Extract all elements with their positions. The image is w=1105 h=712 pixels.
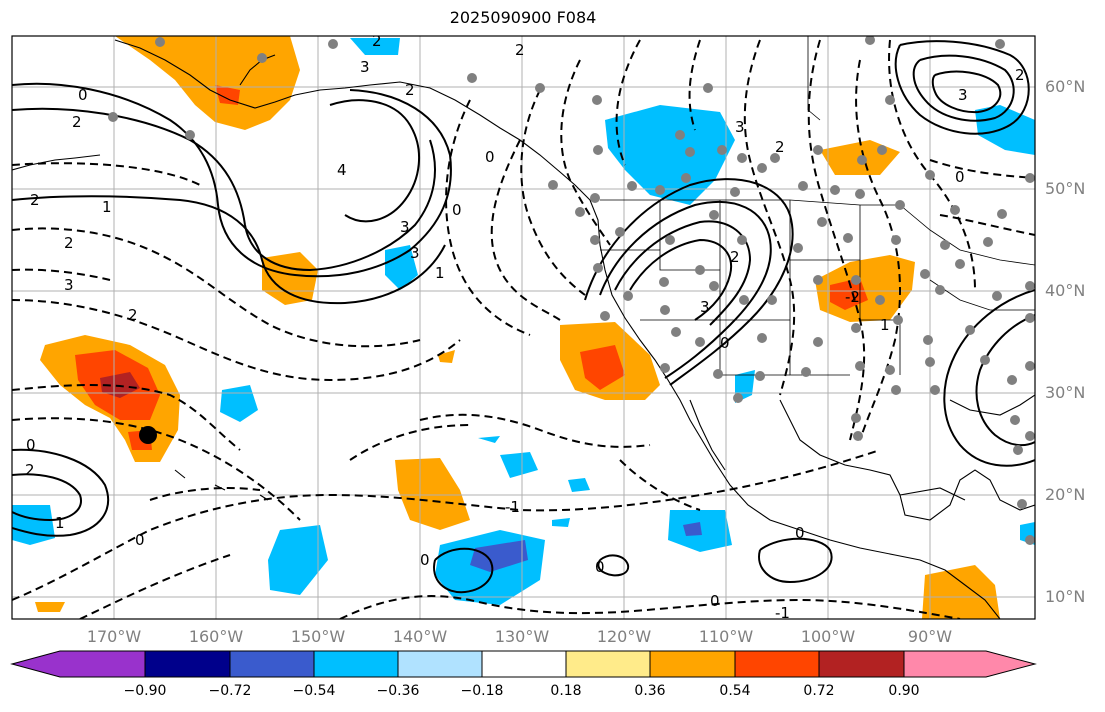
contour-label: 3 (400, 218, 410, 236)
lat-label: 50°N (1045, 179, 1086, 198)
lat-label: 40°N (1045, 281, 1086, 300)
colorbar-tick-label: −0.54 (292, 683, 336, 699)
contour-label: 1 (102, 198, 112, 216)
contour-label: 2 (730, 248, 740, 266)
contour-label: 0 (26, 436, 36, 454)
colorbar-tick-label: −0.72 (208, 683, 252, 699)
contour-label: 2 (128, 306, 138, 324)
colorbar-tick-label: 0.36 (634, 683, 666, 699)
lon-label: 130°W (494, 627, 550, 646)
colorbar-segment (904, 651, 986, 677)
contour-label: 3 (735, 118, 745, 136)
colorbar-segment (566, 651, 650, 677)
contour-label: 2 (515, 41, 525, 59)
colorbar-segment (60, 651, 145, 677)
colorbar-tick-label: 0.90 (888, 683, 920, 699)
contour-label: 2 (64, 234, 74, 252)
lat-label: 20°N (1045, 485, 1086, 504)
colorbar-segment (230, 651, 314, 677)
contour-label: 3 (958, 86, 968, 104)
colorbar-segment (145, 651, 230, 677)
contour-label: 2 (30, 191, 40, 209)
lon-label: 160°W (188, 627, 244, 646)
contour-labels: 0 2 2 1 2 3 2 2 4 3 3 3 1 2 0 2 0 -1 0 0… (25, 32, 1025, 622)
contour-label: 0 (710, 592, 720, 610)
colorbar-segment (819, 651, 904, 677)
lat-label: 30°N (1045, 383, 1086, 402)
colorbar-tick-label: 0.18 (550, 683, 582, 699)
contour-label: -1 (505, 498, 520, 516)
colorbar-tick-label: −0.18 (460, 683, 504, 699)
contour-label: 3 (64, 276, 74, 294)
lon-label: 90°W (907, 627, 953, 646)
contour-label: 0 (720, 334, 730, 352)
lon-label: 110°W (698, 627, 754, 646)
colorbar-tick-label: −0.90 (123, 683, 167, 699)
contour-label: 0 (595, 558, 605, 576)
contour-label: 2 (775, 138, 785, 156)
colorbar-tick-label: 0.54 (719, 683, 751, 699)
colorbar-segment (12, 651, 60, 677)
contour-label: 0 (78, 86, 88, 104)
highlighted-station-marker (139, 426, 157, 444)
colorbar-segment (482, 651, 566, 677)
lon-label: 140°W (392, 627, 448, 646)
contour-label: -2 (845, 288, 860, 306)
colorbar-segment (735, 651, 819, 677)
contour-label: 4 (337, 161, 347, 179)
map-frame (11, 35, 1036, 620)
contour-label: 2 (405, 81, 415, 99)
contour-label: 0 (795, 524, 805, 542)
contour-label: 3 (360, 58, 370, 76)
contour-label: 2 (372, 32, 382, 50)
contour-label: 1 (55, 514, 65, 532)
lon-label: 120°W (596, 627, 652, 646)
station-markers (108, 36, 1035, 545)
map-gridlines (12, 36, 1035, 619)
contour-label: 1 (880, 316, 890, 334)
colorbar-segment (398, 651, 482, 677)
colorbar (10, 650, 1037, 678)
contour-label: 2 (25, 461, 35, 479)
lat-label: 10°N (1045, 587, 1086, 606)
contour-label: 0 (420, 551, 430, 569)
dashed-contours (12, 39, 1035, 619)
colorbar-tick-label: −0.36 (376, 683, 420, 699)
lon-label: 170°W (86, 627, 142, 646)
lat-label: 60°N (1045, 77, 1086, 96)
contour-label: 0 (452, 201, 462, 219)
lon-label: 150°W (290, 627, 346, 646)
colorbar-segment (314, 651, 398, 677)
lon-label: 100°W (800, 627, 856, 646)
contour-label: 0 (955, 168, 965, 186)
contour-label: 3 (700, 298, 710, 316)
contour-label: 3 (410, 244, 420, 262)
colorbar-segment (650, 651, 735, 677)
contour-label: 2 (72, 113, 82, 131)
colorbar-segment (986, 651, 1035, 677)
contour-label: -1 (775, 604, 790, 622)
contour-label: 2 (1015, 66, 1025, 84)
colorbar-tick-label: 0.72 (803, 683, 835, 699)
contour-label: 0 (135, 531, 145, 549)
map-title: 2025090900 F084 (449, 8, 597, 27)
contour-label: 1 (435, 264, 445, 282)
contour-label: 0 (485, 148, 495, 166)
coastlines (12, 39, 1035, 619)
